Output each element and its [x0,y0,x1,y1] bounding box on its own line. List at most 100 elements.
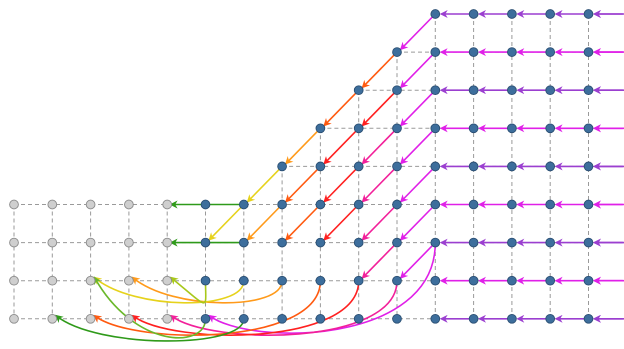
grid-node-blue [392,123,402,134]
displacement-arrows [55,10,624,342]
grid-node-grey [85,237,96,248]
grid-node-grey [47,275,58,286]
displacement-arrow [323,165,360,203]
grid-node-grey [162,313,173,324]
displacement-arrow [131,276,283,304]
displacement-arrow [246,165,283,203]
grid-node-blue [277,275,287,286]
grid-node-blue [353,161,364,172]
displacement-arrow [399,13,436,51]
grid-node-grey [9,275,19,286]
grid-node-blue [430,313,441,324]
grid-node-blue [583,85,594,96]
grid-node-blue [545,9,556,19]
grid-node-blue [315,199,326,210]
grid-node-blue [583,275,594,286]
grid-node-blue [507,9,517,19]
displacement-arrow [284,165,321,203]
displacement-arrow [169,276,207,304]
grid-node-blue [468,275,479,286]
grid-node-blue [238,275,249,286]
grid-node-grey [47,237,58,248]
grid-node-blue [238,313,249,324]
grid-node-blue [353,313,364,324]
grid-node-blue [545,275,556,286]
displacement-arrow [208,203,245,241]
grid-node-blue [430,85,441,96]
grid-node-blue [353,123,364,134]
displacement-arrow [361,165,398,203]
grid-node-blue [200,275,211,286]
grid-node-blue [315,313,326,324]
grid-node-grey [85,275,96,286]
grid-node-blue [583,9,594,19]
grid-node-blue [430,161,441,172]
grid-node-blue [507,313,517,324]
grid-node-blue [392,47,402,57]
grid-node-blue [468,47,479,57]
displacement-arrow [399,242,436,279]
grid-node-grey [162,199,173,210]
grid-node-grey [85,313,96,324]
grid-node-grey [124,313,134,324]
displacement-arrow [399,89,436,127]
displacement-arrow [399,127,436,165]
displacement-arrow [361,203,398,241]
grid-node-blue [507,237,517,248]
grid-node-grey [47,313,58,324]
grid-node-blue [430,199,441,210]
grid-node-blue [545,85,556,96]
grid-node-blue [353,237,364,248]
displacement-arrow [169,280,398,336]
displacement-arrow [284,127,321,165]
grid-node-blue [353,85,364,96]
displacement-arrow [93,276,207,339]
grid-node-blue [392,199,402,210]
displacement-arrow [399,51,436,89]
displacement-arrow [361,127,398,165]
grid-node-blue [468,199,479,210]
displacement-arrow [323,89,360,127]
grid-node-blue [430,123,441,134]
grid-node-grey [9,199,19,210]
grid-node-blue [583,161,594,172]
grid-node-blue [430,9,441,19]
grid-node-blue [277,161,287,172]
grid-node-blue [392,161,402,172]
grid-node-blue [315,161,326,172]
grid-node-blue [277,313,287,324]
displacement-arrow [246,203,283,241]
displacement-arrow [361,89,398,127]
grid-node-blue [392,313,402,324]
grid-node-grey [162,275,173,286]
grid-node-blue [507,123,517,134]
grid-node-blue [392,237,402,248]
grid-node-blue [507,85,517,96]
grid-node-blue [353,199,364,210]
grid-node-blue [430,47,441,57]
grid-node-blue [430,275,441,286]
grid-node-blue [353,275,364,286]
grid-node-blue [507,275,517,286]
grid-node-blue [392,275,402,286]
grid-node-blue [315,275,326,286]
grid-node-blue [468,123,479,134]
grid-node-blue [583,313,594,324]
grid-node-blue [545,313,556,324]
grid-node-grey [85,199,96,210]
displacement-arrow [284,203,321,241]
grid-node-grey [124,275,134,286]
grid-node-blue [507,47,517,57]
grid-node-blue [545,199,556,210]
grid-node-grey [124,237,134,248]
displacement-arrow [93,276,245,304]
grid-nodes [9,9,594,324]
grid-node-blue [468,161,479,172]
grid-node-blue [430,237,441,248]
displacement-arrow [93,280,322,336]
grid-node-blue [545,237,556,248]
grid-node-blue [238,237,249,248]
grid-node-blue [238,199,249,210]
grid-node-blue [507,199,517,210]
grid-node-blue [583,237,594,248]
